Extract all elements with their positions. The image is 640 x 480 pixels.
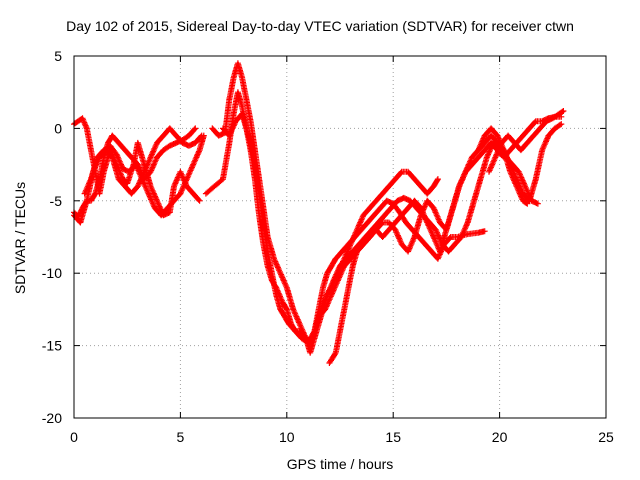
series-track-4 (81, 132, 207, 219)
grid-lines (74, 56, 606, 418)
axis-ticks: 0 5 10 15 20 25 -20 -15 -10 -5 0 5 (42, 48, 614, 445)
series-track-9 (315, 121, 565, 320)
y-tick-label: -5 (50, 193, 63, 209)
x-tick-label: 0 (70, 429, 78, 445)
series-markers (315, 121, 565, 320)
x-tick-label: 25 (598, 429, 614, 445)
x-tick-label: 15 (385, 429, 401, 445)
series-track-11 (475, 125, 531, 207)
x-axis-label: GPS time / hours (286, 456, 394, 472)
y-tick-label: 5 (54, 48, 62, 64)
y-tick-label: -15 (42, 338, 62, 354)
x-tick-label: 5 (177, 429, 185, 445)
y-tick-label: -20 (42, 410, 62, 426)
series-markers (81, 132, 207, 219)
x-tick-label: 10 (279, 429, 295, 445)
plot-frame (73, 55, 607, 419)
series-markers (475, 125, 531, 207)
y-tick-label: -10 (42, 265, 62, 281)
chart-title: Day 102 of 2015, Sidereal Day-to-day VTE… (66, 18, 574, 34)
y-tick-label: 0 (54, 120, 62, 136)
y-axis-label: SDTVAR / TECUs (12, 181, 28, 295)
x-tick-label: 20 (492, 429, 508, 445)
data-points (71, 60, 567, 366)
